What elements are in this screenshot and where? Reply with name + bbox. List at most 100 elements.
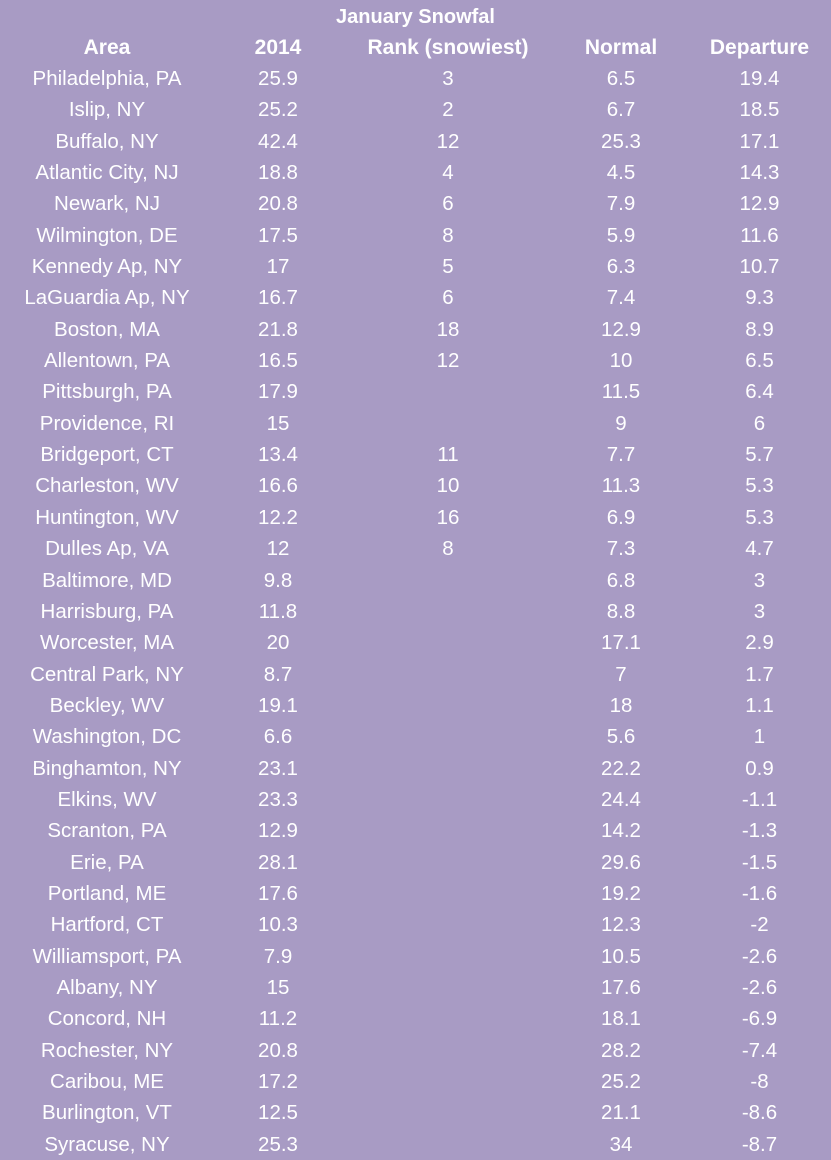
normal-cell: 7.3	[606, 537, 636, 561]
snowfall-2014-cell: 12.5	[258, 1101, 298, 1125]
departure-cell: 1	[753, 725, 766, 749]
rank-cell: 12	[436, 349, 460, 373]
normal-cell: 11.5	[601, 380, 641, 404]
departure-cell: 4.7	[745, 537, 774, 561]
area-cell: Hartford, CT	[50, 913, 164, 937]
area-cell: Beckley, WV	[49, 693, 165, 717]
table-row: Dulles Ap, VA 12 8 7.3 4.7	[0, 533, 831, 564]
snowfall-2014-cell: 25.9	[258, 67, 298, 90]
area-cell: Wilmington, DE	[36, 223, 178, 247]
table-row: Newark, NJ 20.8 6 7.9 12.9	[0, 188, 831, 219]
normal-cell: 29.6	[601, 850, 641, 874]
normal-cell: 12.3	[601, 913, 641, 937]
header-row: Area 2014 Rank (snowiest) Normal Departu…	[0, 32, 831, 63]
table-row: Kennedy Ap, NY 17 5 6.3 10.7	[0, 251, 831, 282]
normal-cell: 28.2	[601, 1038, 641, 1062]
rank-cell: 6	[442, 192, 454, 216]
normal-cell: 10.5	[601, 944, 641, 968]
normal-cell: 6.3	[606, 255, 636, 279]
normal-cell: 5.9	[606, 223, 636, 247]
snowfall-2014-cell: 16.5	[258, 349, 298, 373]
departure-cell: 3	[753, 599, 766, 623]
table-row: Atlantic City, NJ 18.8 4 4.5 14.3	[0, 157, 831, 188]
normal-cell: 22.2	[601, 756, 641, 780]
rank-cell: 5	[442, 255, 454, 279]
table-row: Binghamton, NY 23.1 22.2 0.9	[0, 753, 831, 784]
table-row: Rochester, NY 20.8 28.2 -7.4	[0, 1035, 831, 1066]
area-cell: Harrisburg, PA	[40, 599, 174, 623]
snowfall-2014-cell: 11.2	[258, 1007, 298, 1031]
table-row: Huntington, WV 12.2 16 6.9 5.3	[0, 502, 831, 533]
header-rank: Rank (snowiest)	[367, 36, 529, 59]
area-cell: Washington, DC	[32, 725, 182, 749]
table-row: Concord, NH 11.2 18.1 -6.9	[0, 1003, 831, 1034]
normal-cell: 12.9	[601, 317, 641, 341]
rank-cell: 8	[442, 223, 454, 247]
area-cell: Buffalo, NY	[55, 129, 159, 153]
normal-cell: 6.7	[606, 98, 636, 122]
area-cell: Syracuse, NY	[44, 1132, 170, 1156]
normal-cell: 17.6	[601, 975, 641, 999]
normal-cell: 4.5	[606, 161, 636, 185]
snowfall-2014-cell: 17.5	[258, 223, 298, 247]
area-cell: Worcester, MA	[39, 631, 175, 655]
normal-cell: 18	[609, 693, 633, 717]
table-body: Philadelphia, PA 25.9 3 6.5 19.4 Islip, NY 25.…	[0, 63, 831, 1160]
normal-cell: 6.9	[606, 505, 636, 529]
table-row: Allentown, PA 16.5 12 10 6.5	[0, 345, 831, 376]
table-title: January Snowfal	[336, 6, 495, 28]
snowfall-2014-cell: 17	[266, 255, 290, 279]
snowfall-2014-cell: 28.1	[258, 850, 298, 874]
departure-cell: -1.5	[741, 850, 778, 874]
snowfall-2014-cell: 19.1	[258, 693, 298, 717]
normal-cell: 25.3	[601, 129, 641, 153]
area-cell: Boston, MA	[54, 317, 160, 341]
area-cell: Pittsburgh, PA	[42, 380, 172, 404]
departure-cell: 10.7	[739, 255, 780, 279]
area-cell: Elkins, WV	[57, 787, 157, 811]
table-row: Portland, ME 17.6 19.2 -1.6	[0, 878, 831, 909]
departure-cell: -1.6	[741, 881, 778, 905]
area-cell: Kennedy Ap, NY	[31, 255, 183, 279]
snowfall-2014-cell: 15	[266, 411, 290, 435]
departure-cell: 18.5	[739, 98, 780, 122]
departure-cell: 1.7	[745, 662, 774, 686]
departure-cell: 6.4	[745, 380, 774, 404]
departure-cell: 3	[753, 568, 766, 592]
snowfall-2014-cell: 17.2	[258, 1070, 298, 1093]
departure-cell: -8.6	[741, 1101, 778, 1125]
rank-cell: 11	[437, 443, 459, 467]
area-cell: Scranton, PA	[47, 819, 167, 843]
snowfall-2014-cell: 42.4	[258, 129, 298, 153]
table-row: Beckley, WV 19.1 18 1.1	[0, 690, 831, 721]
normal-cell: 19.2	[601, 881, 641, 905]
area-cell: Allentown, PA	[43, 349, 171, 373]
departure-cell: -1.1	[741, 787, 778, 811]
normal-cell: 8.8	[606, 599, 636, 623]
normal-cell: 9	[615, 411, 627, 435]
normal-cell: 7.7	[606, 443, 636, 467]
normal-cell: 10	[609, 349, 633, 373]
normal-cell: 5.6	[606, 725, 636, 749]
snowfall-2014-cell: 16.6	[258, 474, 298, 498]
normal-cell: 7.9	[606, 192, 636, 216]
area-cell: Burlington, VT	[42, 1101, 172, 1125]
table-row: Worcester, MA 20 17.1 2.9	[0, 627, 831, 658]
normal-cell: 17.1	[601, 631, 641, 655]
departure-cell: 14.3	[739, 161, 780, 185]
table-row: Caribou, ME 17.2 25.2 -8	[0, 1066, 831, 1097]
header-normal: Normal	[584, 36, 658, 59]
area-cell: Atlantic City, NJ	[35, 161, 179, 185]
table-row: Central Park, NY 8.7 7 1.7	[0, 659, 831, 690]
normal-cell: 18.1	[601, 1007, 641, 1031]
table-row: Albany, NY 15 17.6 -2.6	[0, 972, 831, 1003]
table-row: Hartford, CT 10.3 12.3 -2	[0, 909, 831, 940]
normal-cell: 7	[615, 662, 627, 686]
header-departure: Departure	[709, 36, 810, 59]
header-area: Area	[83, 36, 131, 59]
rank-cell: 2	[442, 98, 454, 122]
table-row: Boston, MA 21.8 18 12.9 8.9	[0, 314, 831, 345]
area-cell: Dulles Ap, VA	[45, 537, 169, 561]
area-cell: Newark, NJ	[54, 192, 160, 216]
